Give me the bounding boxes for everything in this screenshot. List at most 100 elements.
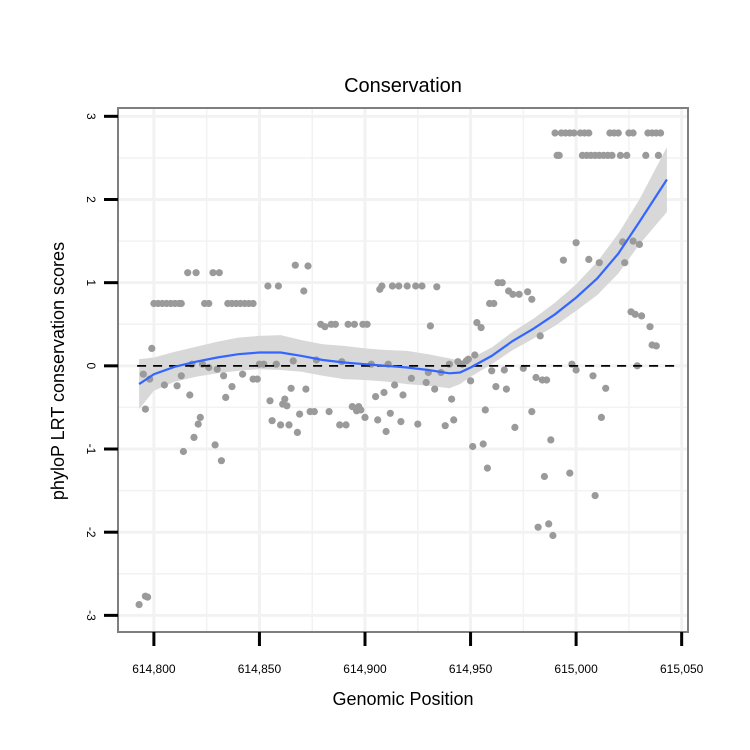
data-point (502, 385, 510, 393)
data-point (543, 376, 551, 384)
data-point (426, 322, 434, 330)
smooth-line-layer (138, 178, 668, 386)
data-point (272, 360, 280, 368)
data-point (213, 365, 221, 373)
data-point (220, 372, 228, 380)
data-point (264, 282, 272, 290)
data-point (325, 408, 333, 416)
data-point (528, 295, 536, 303)
data-point (509, 290, 517, 298)
data-point (215, 269, 223, 277)
data-point (209, 269, 217, 277)
data-point (418, 282, 426, 290)
y-tick-label: 2 (84, 196, 98, 203)
data-point (481, 406, 489, 414)
data-point (399, 391, 407, 399)
data-point (283, 402, 291, 410)
data-point (433, 283, 441, 291)
data-point (139, 370, 147, 378)
data-point (589, 372, 597, 380)
data-point (545, 520, 553, 528)
panel-border (117, 107, 689, 633)
data-point (464, 355, 472, 363)
data-point (249, 299, 257, 308)
data-point (205, 299, 213, 308)
data-point (585, 129, 593, 137)
data-point (291, 261, 299, 269)
data-point (631, 310, 639, 318)
data-point (551, 129, 559, 137)
data-point (635, 240, 644, 248)
data-point (388, 282, 396, 290)
data-point (490, 299, 498, 308)
data-point (296, 410, 304, 418)
data-point (403, 282, 411, 290)
data-point (559, 256, 568, 264)
data-point (515, 290, 523, 298)
data-point (144, 593, 152, 601)
data-point (344, 320, 352, 328)
data-point (555, 151, 563, 159)
data-point (192, 269, 200, 277)
data-point (547, 436, 555, 444)
y-tick-label: 0 (84, 362, 98, 369)
data-point (572, 366, 580, 374)
chart-title: Conservation (344, 75, 462, 97)
data-point (372, 393, 380, 401)
data-point (253, 375, 261, 383)
data-point (321, 323, 329, 331)
data-point (629, 129, 637, 137)
data-point (277, 421, 285, 429)
data-point (397, 418, 405, 426)
data-point (646, 323, 654, 331)
data-point (473, 319, 481, 327)
data-point (266, 397, 274, 405)
data-point (534, 523, 542, 531)
x-axis-label: Genomic Position (332, 689, 473, 709)
data-point (642, 151, 650, 159)
data-point (281, 395, 289, 403)
data-point (135, 601, 143, 609)
data-point (407, 374, 415, 382)
data-point (160, 381, 168, 389)
data-point (532, 373, 540, 382)
data-point (378, 282, 386, 290)
data-point (304, 262, 312, 270)
data-point (179, 447, 187, 456)
data-point (500, 366, 508, 374)
data-point (638, 312, 646, 320)
data-point (177, 299, 185, 308)
data-point (602, 384, 610, 392)
x-tick-label: 615,000 (554, 662, 598, 676)
data-point (614, 129, 622, 137)
data-point (549, 531, 557, 540)
data-point (623, 151, 631, 159)
data-point (211, 441, 219, 449)
data-point (285, 421, 293, 429)
data-point (585, 255, 593, 263)
data-point (570, 129, 578, 137)
data-point (441, 422, 449, 430)
data-point (654, 151, 663, 159)
data-point (469, 442, 477, 451)
axes-layer: 614,800 614,850 614,900 614,950 615,000 615,0… (84, 113, 704, 676)
x-tick-label: 614,800 (132, 662, 176, 676)
data-point (431, 385, 439, 393)
data-point (184, 269, 192, 277)
data-point (595, 259, 603, 267)
x-tick-label: 614,850 (238, 662, 282, 676)
data-point (621, 259, 629, 267)
data-point (336, 421, 344, 429)
y-axis-label: phyloP LRT conservation scores (48, 242, 68, 500)
data-point (357, 406, 365, 414)
data-point (186, 391, 194, 399)
data-point (386, 409, 394, 417)
data-point (374, 416, 382, 424)
data-point (293, 428, 301, 436)
data-point (194, 420, 202, 428)
data-point (148, 344, 156, 352)
data-point (657, 129, 665, 137)
data-point (477, 324, 485, 332)
data-point (608, 151, 616, 159)
